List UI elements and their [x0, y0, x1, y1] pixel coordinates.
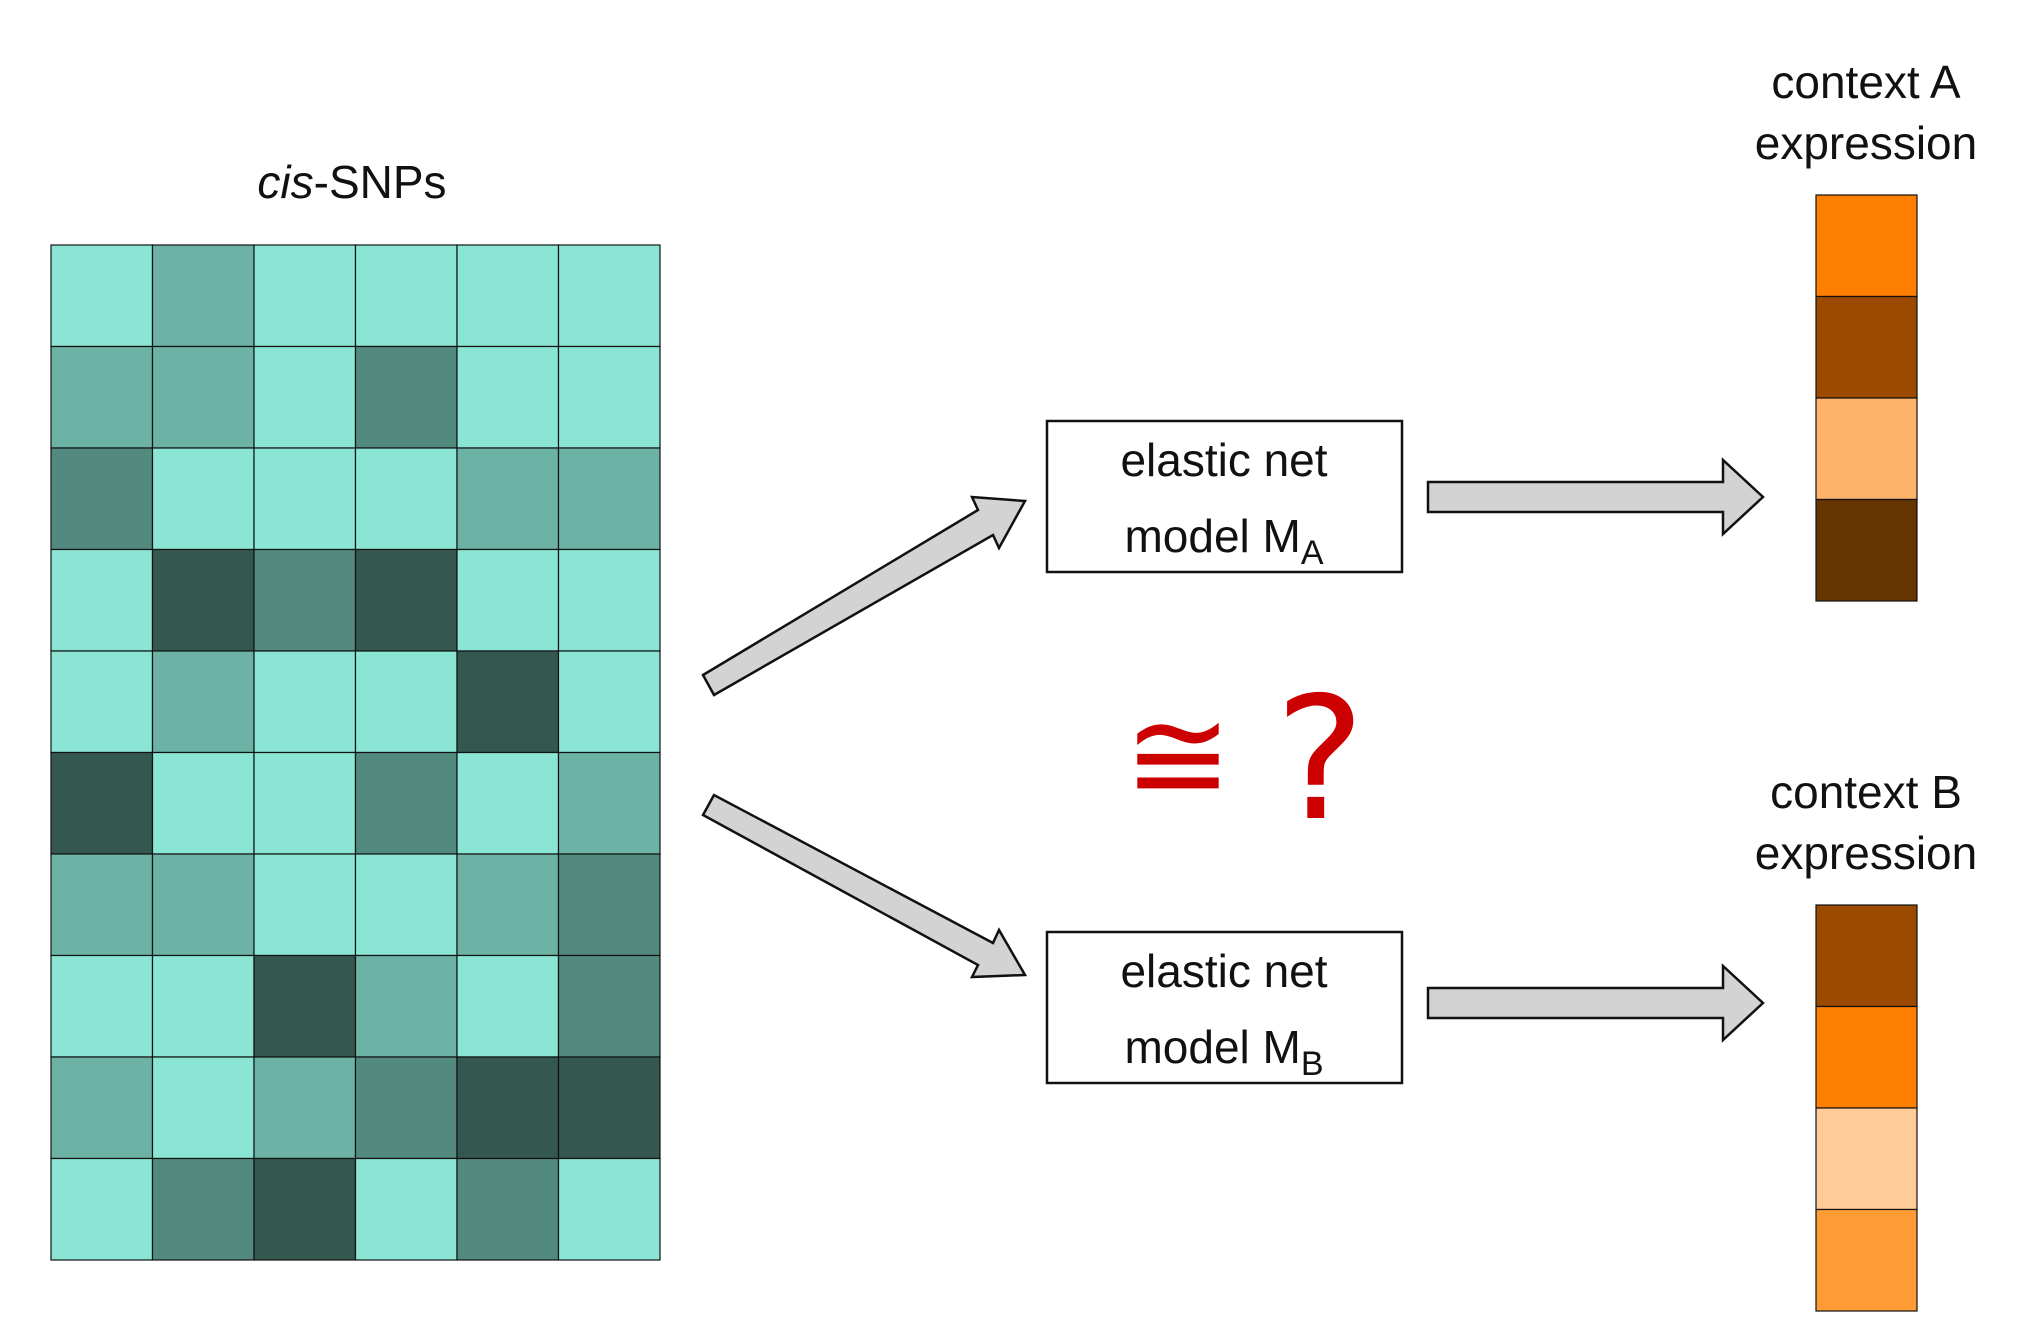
snp-cell: [356, 448, 458, 550]
arrow-to-context-b: [1428, 966, 1763, 1040]
snp-cell: [356, 1159, 458, 1261]
snp-cell: [356, 550, 458, 652]
model-b-label: model M: [1124, 1021, 1300, 1073]
snp-cell: [457, 956, 559, 1058]
snp-cell: [559, 245, 661, 347]
snp-cell: [51, 1057, 153, 1159]
snp-cell: [153, 651, 255, 753]
snp-cell: [356, 245, 458, 347]
arrow-to-model-b: [703, 795, 1025, 977]
snp-cell: [457, 347, 559, 449]
snp-cell: [51, 753, 153, 855]
snp-cell: [559, 550, 661, 652]
context-b-subtitle: expression: [1755, 827, 1977, 879]
snp-cell: [51, 956, 153, 1058]
snp-matrix: [51, 245, 660, 1260]
snp-cell: [51, 651, 153, 753]
snp-cell: [356, 651, 458, 753]
snp-cell: [153, 347, 255, 449]
snp-cell: [356, 1057, 458, 1159]
model-b-subscript: B: [1301, 1045, 1324, 1083]
snp-cell: [356, 956, 458, 1058]
snp-cell: [457, 550, 559, 652]
snp-cell: [457, 245, 559, 347]
snp-cell: [457, 1159, 559, 1261]
snp-cell: [254, 1057, 356, 1159]
snp-cell: [153, 753, 255, 855]
snp-title: cis-SNPs: [257, 156, 446, 208]
expression-cell: [1816, 500, 1917, 602]
snp-cell: [457, 448, 559, 550]
snp-cell: [254, 347, 356, 449]
snp-cell: [559, 651, 661, 753]
snp-cell: [356, 347, 458, 449]
expression-cell: [1816, 1007, 1917, 1109]
snp-cell: [153, 245, 255, 347]
context-b-expression-vector: [1816, 905, 1917, 1311]
snp-cell: [51, 448, 153, 550]
snp-cell: [457, 854, 559, 956]
snp-cell: [559, 1057, 661, 1159]
snp-cell: [254, 1159, 356, 1261]
context-a-expression-vector: [1816, 195, 1917, 601]
snp-cell: [559, 347, 661, 449]
arrow-to-model-a: [703, 497, 1025, 695]
snp-cell: [559, 854, 661, 956]
snp-cell: [356, 753, 458, 855]
snp-cell: [254, 550, 356, 652]
model-a-line1: elastic net: [1120, 434, 1327, 486]
context-a-subtitle: expression: [1755, 117, 1977, 169]
snp-cell: [254, 245, 356, 347]
snp-cell: [51, 854, 153, 956]
snp-cell: [457, 1057, 559, 1159]
snp-cell: [559, 1159, 661, 1261]
snp-cell: [559, 956, 661, 1058]
question-mark: ?: [1275, 661, 1365, 859]
snp-cell: [153, 854, 255, 956]
snp-cell: [153, 1057, 255, 1159]
snp-cell: [254, 651, 356, 753]
snp-title-rest: -SNPs: [314, 156, 447, 208]
snp-cell: [153, 550, 255, 652]
snp-cell: [254, 956, 356, 1058]
expression-cell: [1816, 1210, 1917, 1312]
snp-cell: [559, 753, 661, 855]
arrow-to-context-a: [1428, 460, 1763, 534]
expression-cell: [1816, 905, 1917, 1007]
snp-cell: [153, 1159, 255, 1261]
snp-cell: [559, 448, 661, 550]
snp-cell: [254, 448, 356, 550]
snp-cell: [153, 448, 255, 550]
expression-cell: [1816, 297, 1917, 399]
congruence-symbol: ≅: [1124, 679, 1233, 831]
model-b-line1: elastic net: [1120, 945, 1327, 997]
snp-cell: [153, 956, 255, 1058]
context-a-title: context A: [1771, 56, 1961, 108]
snp-cell: [457, 753, 559, 855]
snp-cell: [51, 347, 153, 449]
snp-cell: [51, 1159, 153, 1261]
expression-cell: [1816, 1108, 1917, 1210]
expression-cell: [1816, 195, 1917, 297]
snp-cell: [51, 550, 153, 652]
snp-cell: [356, 854, 458, 956]
model-a-label: model M: [1124, 510, 1300, 562]
context-b-title: context B: [1770, 766, 1962, 818]
expression-cell: [1816, 398, 1917, 500]
snp-cell: [254, 753, 356, 855]
snp-cell: [51, 245, 153, 347]
snp-cell: [254, 854, 356, 956]
snp-cell: [457, 651, 559, 753]
snp-title-italic: cis: [257, 156, 313, 208]
model-a-subscript: A: [1301, 534, 1324, 572]
